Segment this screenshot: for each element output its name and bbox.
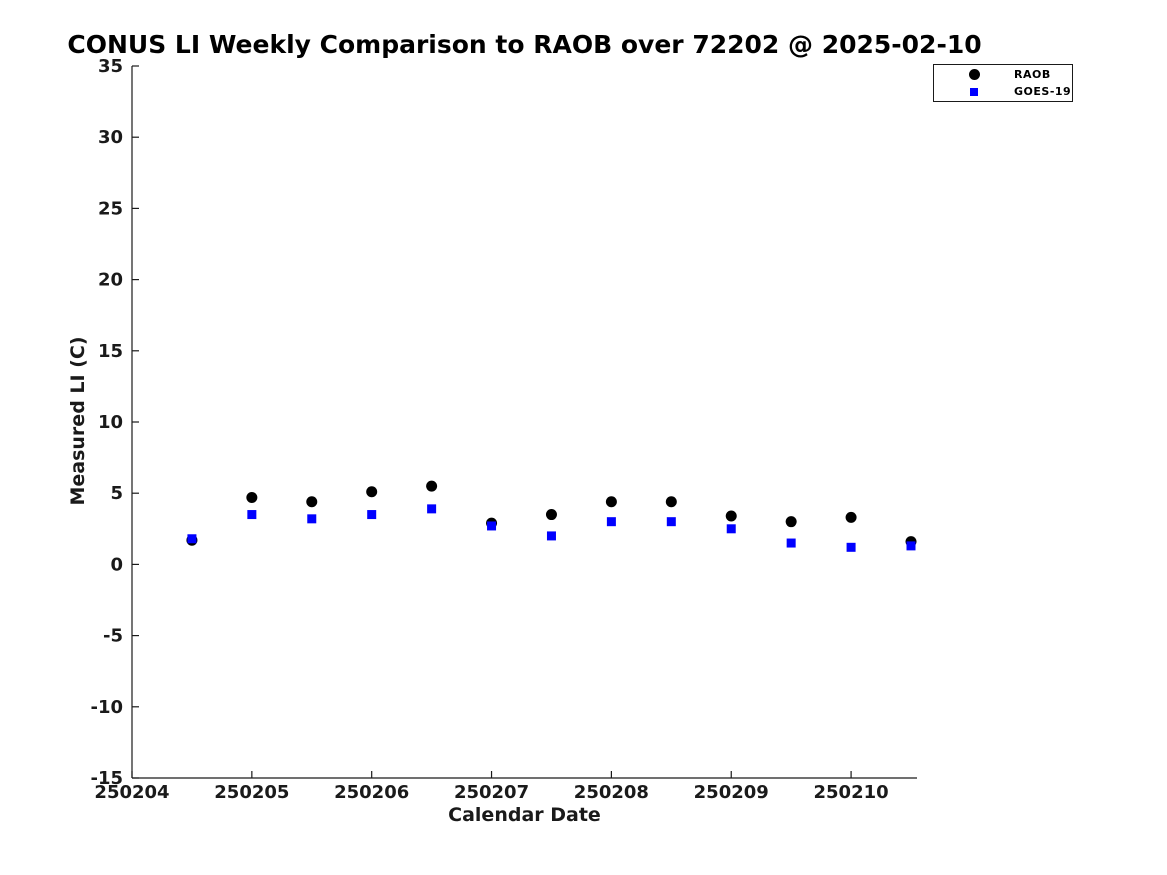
goes19-marker: [367, 510, 377, 520]
y-tick-label: 30: [98, 127, 123, 148]
x-tick-label: 250204: [94, 782, 169, 803]
legend-label-goes19: GOES-19: [1014, 85, 1072, 98]
goes19-marker: [726, 524, 736, 534]
goes19-marker: [666, 517, 676, 527]
goes19-marker: [786, 538, 796, 548]
x-tick-label: 250210: [814, 782, 889, 803]
y-tick-label: -5: [103, 626, 123, 647]
goes19-marker: [487, 521, 497, 531]
y-tick-label: 5: [110, 483, 123, 504]
x-tick-label: 250206: [334, 782, 409, 803]
legend: RAOB GOES-19: [933, 64, 1073, 102]
goes19-marker: [906, 541, 916, 551]
raob-marker: [785, 516, 797, 528]
y-tick-label: 20: [98, 270, 123, 291]
raob-marker: [845, 511, 857, 523]
y-tick-label: -10: [90, 697, 123, 718]
legend-label-raob: RAOB: [1014, 68, 1051, 81]
goes19-marker: [247, 510, 257, 520]
goes19-marker: [846, 542, 856, 552]
legend-marker-cell: [934, 87, 1014, 96]
goes19-marker: [187, 534, 197, 544]
x-tick-label: 250207: [454, 782, 529, 803]
chart-title: CONUS LI Weekly Comparison to RAOB over …: [67, 30, 982, 59]
goes19-square-marker-icon: [970, 87, 978, 96]
x-tick-label: 250205: [214, 782, 289, 803]
goes19-marker: [307, 514, 317, 524]
x-axis-label: Calendar Date: [448, 804, 601, 826]
legend-item-raob: RAOB: [934, 67, 1072, 82]
raob-marker: [725, 510, 737, 522]
raob-marker: [605, 496, 617, 508]
raob-marker: [545, 509, 557, 521]
goes19-marker: [606, 517, 616, 527]
raob-marker: [426, 480, 438, 492]
legend-marker-cell: [934, 69, 1014, 80]
raob-circle-marker-icon: [968, 69, 980, 80]
x-tick-label: 250208: [574, 782, 649, 803]
raob-marker: [306, 496, 318, 508]
goes19-marker: [427, 504, 437, 514]
raob-marker: [665, 496, 677, 508]
raob-marker: [246, 491, 258, 503]
y-tick-label: 10: [98, 412, 123, 433]
goes19-marker: [546, 531, 556, 541]
x-tick-label: 250209: [694, 782, 769, 803]
y-tick-label: 25: [98, 198, 123, 219]
y-tick-label: -15: [90, 768, 123, 789]
raob-marker: [366, 486, 378, 498]
legend-item-goes19: GOES-19: [934, 84, 1072, 99]
y-tick-label: 15: [98, 341, 123, 362]
y-tick-label: 35: [98, 56, 123, 77]
y-tick-label: 0: [110, 554, 123, 575]
